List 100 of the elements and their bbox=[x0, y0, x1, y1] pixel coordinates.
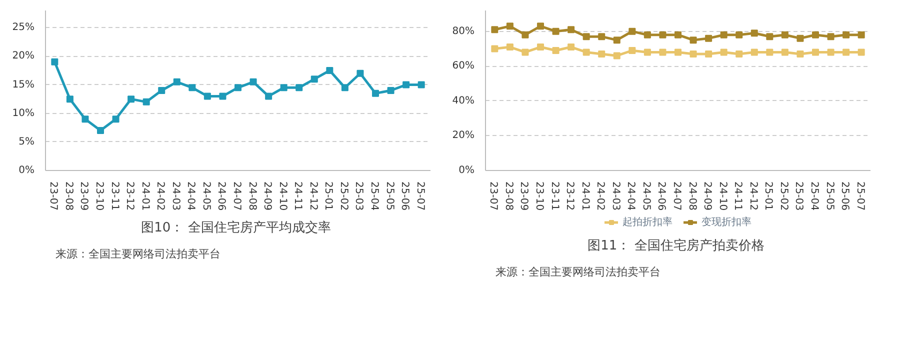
y-tick-label: 5% bbox=[18, 136, 35, 148]
point bbox=[674, 31, 682, 38]
point bbox=[522, 48, 529, 56]
source-note: 来源：全国主要网络司法拍卖平台 bbox=[56, 248, 220, 260]
x-tick-label: 25-02 bbox=[778, 182, 789, 211]
point bbox=[97, 127, 104, 134]
point bbox=[402, 81, 410, 88]
point bbox=[173, 78, 180, 86]
x-tick-label: 25-05 bbox=[824, 182, 835, 211]
point bbox=[356, 70, 364, 77]
point bbox=[690, 50, 697, 58]
x-tick-label: 24-06 bbox=[216, 182, 227, 211]
x-tick-label: 25-07 bbox=[414, 182, 426, 211]
x-tick-label: 24-06 bbox=[656, 182, 667, 211]
x-tick-label: 25-04 bbox=[368, 182, 380, 211]
x-tick-label: 24-08 bbox=[686, 182, 698, 211]
point bbox=[280, 84, 288, 92]
point bbox=[781, 31, 788, 38]
x-tick-label: 25-02 bbox=[338, 182, 349, 211]
x-tick-label: 24-07 bbox=[671, 182, 682, 211]
x-tick-label: 25-01 bbox=[762, 182, 774, 211]
point bbox=[568, 44, 575, 51]
point bbox=[582, 48, 590, 56]
legend-label: 变现折扣率 bbox=[702, 216, 752, 229]
x-tick-label: 25-01 bbox=[322, 182, 334, 211]
point bbox=[326, 67, 334, 74]
x-tick-label: 25-07 bbox=[854, 182, 866, 211]
x-tick-label: 24-12 bbox=[307, 182, 318, 211]
y-tick-label: 15% bbox=[12, 79, 35, 90]
point bbox=[491, 45, 498, 52]
x-tick-label: 25-06 bbox=[839, 182, 850, 211]
x-tick-label: 23-09 bbox=[518, 182, 530, 211]
x-tick-label: 24-01 bbox=[579, 182, 590, 211]
point bbox=[720, 48, 728, 56]
x-tick-label: 23-09 bbox=[78, 182, 90, 211]
point bbox=[219, 92, 226, 100]
point bbox=[372, 90, 379, 97]
y-tick-label: 0% bbox=[458, 165, 475, 176]
point bbox=[750, 30, 758, 37]
y-tick-label: 25% bbox=[12, 22, 35, 34]
y-tick-label: 10% bbox=[12, 108, 35, 119]
y-tick-label: 20% bbox=[452, 130, 475, 142]
point bbox=[750, 48, 758, 56]
x-tick-label: 24-05 bbox=[640, 182, 652, 211]
x-tick-label: 24-07 bbox=[231, 182, 242, 211]
y-tick-label: 20% bbox=[12, 50, 35, 62]
point bbox=[659, 48, 666, 56]
x-tick-label: 24-04 bbox=[185, 182, 196, 211]
x-tick-label: 23-08 bbox=[502, 182, 514, 211]
point bbox=[418, 81, 425, 88]
text: 图11： 全国住宅房产拍卖价格 bbox=[588, 238, 764, 254]
legend-label: 起拍折扣率 bbox=[622, 216, 672, 229]
x-tick-label: 24-05 bbox=[200, 182, 212, 211]
y-tick-label: 60% bbox=[452, 60, 475, 72]
point bbox=[128, 96, 135, 103]
point bbox=[66, 96, 74, 103]
point bbox=[598, 50, 606, 58]
point bbox=[644, 48, 651, 56]
point bbox=[613, 52, 620, 60]
point bbox=[628, 47, 636, 54]
point bbox=[781, 48, 788, 56]
point bbox=[827, 48, 834, 56]
point bbox=[250, 78, 257, 86]
x-tick-label: 24-11 bbox=[292, 182, 304, 211]
x-tick-label: 25-03 bbox=[793, 182, 804, 211]
source-note: 来源：全国主要网络司法拍卖平台 bbox=[496, 266, 660, 278]
point bbox=[568, 26, 575, 34]
point bbox=[158, 87, 166, 94]
point bbox=[705, 50, 712, 58]
point bbox=[537, 22, 544, 30]
x-tick-label: 25-03 bbox=[353, 182, 364, 211]
point bbox=[842, 31, 850, 38]
point bbox=[690, 36, 697, 44]
point bbox=[82, 116, 89, 123]
point bbox=[265, 92, 272, 100]
point bbox=[506, 44, 514, 51]
point bbox=[310, 76, 318, 83]
x-tick-label: 24-11 bbox=[732, 182, 744, 211]
point bbox=[628, 28, 636, 35]
point bbox=[537, 44, 544, 51]
point bbox=[796, 34, 804, 42]
point bbox=[296, 84, 303, 92]
point bbox=[766, 33, 774, 40]
point bbox=[659, 31, 666, 38]
point bbox=[582, 33, 590, 40]
point bbox=[720, 31, 728, 38]
x-tick-label: 24-03 bbox=[610, 182, 621, 211]
x-tick-label: 24-09 bbox=[702, 182, 713, 211]
point bbox=[491, 26, 498, 34]
x-tick-label: 24-03 bbox=[170, 182, 181, 211]
point bbox=[736, 50, 743, 58]
point bbox=[552, 47, 560, 54]
x-tick-label: 23-10 bbox=[534, 182, 544, 211]
x-tick-label: 23-08 bbox=[62, 182, 74, 211]
x-tick-label: 23-07 bbox=[488, 182, 499, 211]
point bbox=[552, 28, 560, 35]
point bbox=[858, 31, 865, 38]
x-tick-label: 25-05 bbox=[384, 182, 395, 211]
x-tick-label: 24-08 bbox=[246, 182, 258, 211]
point bbox=[522, 31, 529, 38]
